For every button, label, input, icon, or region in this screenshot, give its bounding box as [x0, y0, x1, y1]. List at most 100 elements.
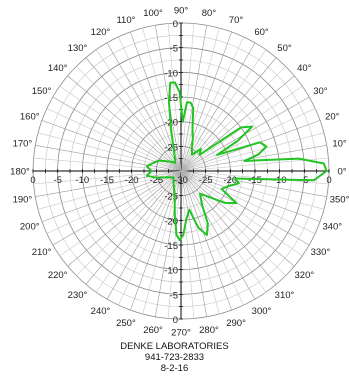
grid-spoke: [155, 25, 182, 172]
angle-tick-label: 270°: [171, 328, 191, 339]
radial-tick-label: -20: [164, 216, 178, 227]
grid-spoke: [37, 132, 182, 172]
angle-tick-label: 210°: [32, 247, 52, 258]
grid-spoke: [180, 66, 286, 172]
radial-tick-label: 0: [326, 175, 331, 186]
grid-spoke: [180, 170, 325, 210]
grid-spoke: [180, 170, 207, 317]
grid-spoke: [35, 145, 182, 172]
grid-spoke: [59, 85, 182, 172]
radial-tick-label: -20: [223, 175, 237, 186]
grid-spoke: [95, 170, 182, 293]
radial-tick-label: -25: [199, 175, 213, 186]
radial-tick-label: -25: [149, 175, 163, 186]
grid-spoke: [46, 170, 182, 234]
angle-tick-label: 20°: [325, 111, 340, 122]
radial-tick-label: 0: [173, 315, 178, 326]
grid-spoke: [180, 31, 232, 172]
grid-spoke: [33, 170, 182, 185]
radial-tick-label: -25: [164, 192, 178, 203]
grid-spoke: [85, 170, 182, 285]
angle-tick-label: 60°: [254, 27, 269, 38]
angle-tick-label: 110°: [116, 15, 135, 26]
angle-tick-label: 100°: [143, 8, 163, 19]
angle-tick-label: 150°: [32, 86, 52, 97]
radial-tick-label: 0: [173, 19, 178, 30]
angle-tick-label: 120°: [91, 27, 111, 38]
grid-spoke: [167, 23, 182, 172]
grid-spoke: [52, 170, 182, 246]
angle-tick-label: 70°: [229, 15, 244, 26]
grid-spoke: [106, 170, 182, 300]
angle-tick-label: 330°: [311, 247, 331, 258]
grid-spoke: [180, 108, 316, 172]
radial-tick-label: -10: [75, 175, 89, 186]
radial-tick-label: -10: [164, 68, 178, 79]
radial-tick-label: -10: [164, 266, 178, 277]
radial-tick-label: -5: [170, 44, 178, 55]
grid-spoke: [41, 120, 182, 172]
grid-spoke: [180, 170, 256, 300]
grid-spoke: [180, 42, 256, 172]
radial-tick-label: -30: [174, 175, 188, 186]
grid-spoke: [180, 85, 303, 172]
angle-tick-label: 290°: [226, 318, 246, 329]
angle-tick-label: 320°: [295, 270, 315, 281]
angle-tick-label: 310°: [275, 290, 295, 301]
series-line: [145, 81, 328, 242]
angle-tick-label: 200°: [20, 222, 40, 233]
grid-spoke: [33, 157, 182, 172]
angle-tick-label: 260°: [143, 325, 163, 336]
angle-tick-label: 240°: [91, 306, 111, 317]
grid-spoke: [130, 170, 182, 311]
grid-spoke: [118, 170, 182, 306]
grid-spoke: [180, 132, 325, 172]
grid-spoke: [180, 170, 244, 306]
angle-tick-label: 170°: [13, 139, 33, 150]
grid-spoke: [67, 75, 182, 172]
grid-spoke: [180, 170, 329, 185]
angle-tick-label: 130°: [68, 43, 88, 54]
angle-tick-label: 230°: [68, 290, 88, 301]
grid-spoke: [67, 170, 182, 267]
angle-tick-label: 300°: [252, 306, 272, 317]
grid-spoke: [106, 42, 182, 172]
angle-tick-label: 280°: [199, 325, 219, 336]
footer-phone: 941-723-2833: [144, 352, 205, 363]
grid-spoke: [35, 170, 182, 197]
angle-tick-label: 250°: [116, 318, 136, 329]
radial-tick-label: -15: [164, 93, 178, 104]
angle-tick-label: 50°: [277, 43, 292, 54]
angle-tick-label: 350°: [330, 194, 349, 205]
grid-spoke: [180, 27, 220, 172]
grid-spoke: [180, 170, 220, 315]
grid-spoke: [95, 49, 182, 172]
angle-tick-label: 190°: [13, 194, 33, 205]
angle-tick-label: 180°: [10, 167, 30, 178]
grid-spoke: [180, 170, 295, 267]
angle-tick-label: 160°: [20, 111, 40, 122]
grid-spoke: [85, 57, 182, 172]
angle-tick-label: 80°: [202, 8, 217, 19]
grid-spoke: [52, 96, 182, 172]
angle-tick-label: 90°: [174, 6, 189, 17]
grid-spoke: [180, 145, 327, 172]
grid-spoke: [180, 25, 207, 172]
grid-spoke: [41, 170, 182, 222]
grid-spoke: [180, 170, 321, 222]
radial-tick-label: -5: [53, 175, 61, 186]
polar-chart: 0000-5-5-5-5-10-10-10-10-15-15-15-15-20-…: [10, 6, 349, 339]
radial-tick-label: -15: [164, 241, 178, 252]
grid-spoke: [76, 66, 182, 172]
polar-grid: [32, 22, 330, 320]
grid-spoke: [180, 49, 267, 172]
grid-spoke: [180, 170, 277, 285]
grid-spoke: [180, 170, 195, 319]
grid-spoke: [155, 170, 182, 317]
footer-date: 8-2-16: [160, 363, 189, 374]
grid-spoke: [180, 170, 310, 246]
grid-spoke: [180, 170, 327, 197]
radial-tick-label: -20: [125, 175, 139, 186]
series-layer: [145, 81, 328, 242]
grid-spoke: [142, 27, 182, 172]
